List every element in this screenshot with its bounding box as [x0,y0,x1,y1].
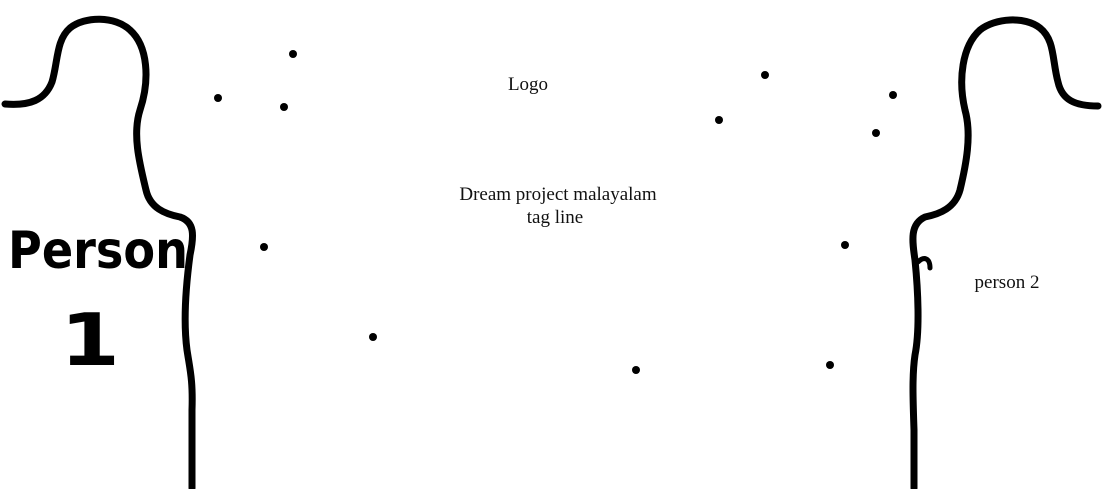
tagline-line: tag line [527,207,583,228]
dot [889,91,897,99]
hand-hook [915,256,933,271]
dot [280,103,288,111]
person-2-label: person 2 [975,272,1040,293]
dot [260,243,268,251]
person-silhouette-right [909,16,1102,489]
dot [841,241,849,249]
person-1-label: Person [8,221,188,281]
dot [826,361,834,369]
dot [761,71,769,79]
dot [715,116,723,124]
dot [214,94,222,102]
person-1-number: 1 [60,298,120,382]
dot [369,333,377,341]
logo: Logo [508,74,548,95]
dot [632,366,640,374]
tagline-line: Dream project malayalam [459,184,657,205]
dot [289,50,297,58]
person-silhouette-left [1,15,197,489]
dot [872,129,880,137]
